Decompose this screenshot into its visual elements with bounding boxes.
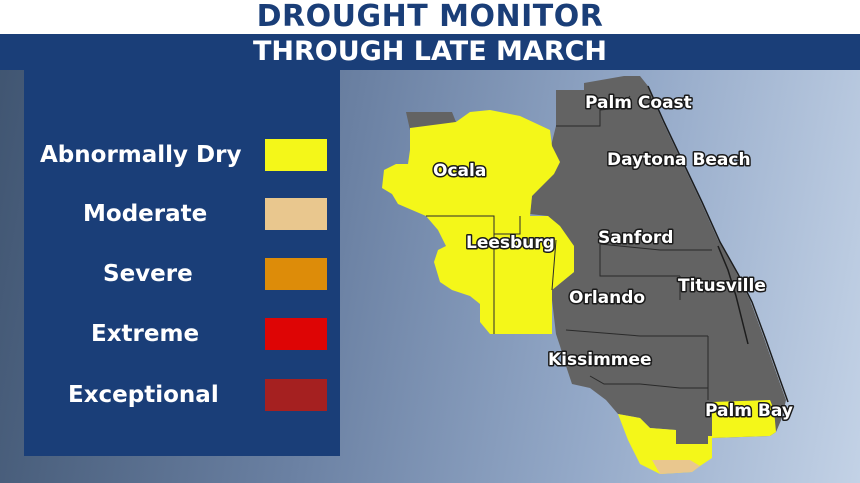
legend-item-exceptional: Exceptional: [24, 375, 340, 415]
coastline: [647, 85, 789, 403]
legend-label: Abnormally Dry: [40, 142, 242, 168]
abnormally-dry-region: [382, 110, 574, 334]
legend-label: Severe: [103, 261, 193, 287]
legend-item-extreme: Extreme: [24, 314, 340, 354]
title-bar: DROUGHT MONITOR: [0, 0, 860, 34]
city-label-kissimmee: Kissimmee: [548, 350, 652, 370]
no-drought-region: [406, 112, 456, 130]
legend-swatch: [265, 258, 327, 290]
no-drought-region: [530, 76, 786, 444]
legend-swatch: [265, 379, 327, 411]
abnormally-dry-region: [618, 414, 712, 474]
legend-swatch: [265, 198, 327, 230]
city-label-ocala: Ocala: [433, 161, 486, 181]
city-label-orlando: Orlando: [569, 288, 645, 308]
county-boundaries: [426, 95, 712, 400]
subtitle-bar: THROUGH LATE MARCH: [0, 34, 860, 70]
legend-item-abnormally-dry: Abnormally Dry: [24, 135, 340, 175]
legend-label: Moderate: [83, 201, 208, 227]
city-label-palm-bay: Palm Bay: [705, 401, 793, 421]
city-label-titusville: Titusville: [678, 276, 766, 296]
page-title: DROUGHT MONITOR: [256, 0, 604, 34]
legend-item-severe: Severe: [24, 254, 340, 294]
city-label-sanford: Sanford: [598, 228, 673, 248]
legend-label: Exceptional: [68, 382, 219, 408]
city-label-leesburg: Leesburg: [466, 233, 555, 253]
city-label-palm-coast: Palm Coast: [585, 93, 692, 113]
city-label-daytona-beach: Daytona Beach: [607, 150, 751, 170]
legend-swatch: [265, 139, 327, 171]
legend-label: Extreme: [91, 321, 200, 347]
abnormally-dry-region: [712, 400, 776, 438]
legend-panel: Abnormally Dry Moderate Severe Extreme E…: [24, 70, 340, 456]
legend-item-moderate: Moderate: [24, 194, 340, 234]
moderate-drought-region: [652, 460, 700, 474]
legend-swatch: [265, 318, 327, 350]
page-subtitle: THROUGH LATE MARCH: [252, 36, 608, 67]
